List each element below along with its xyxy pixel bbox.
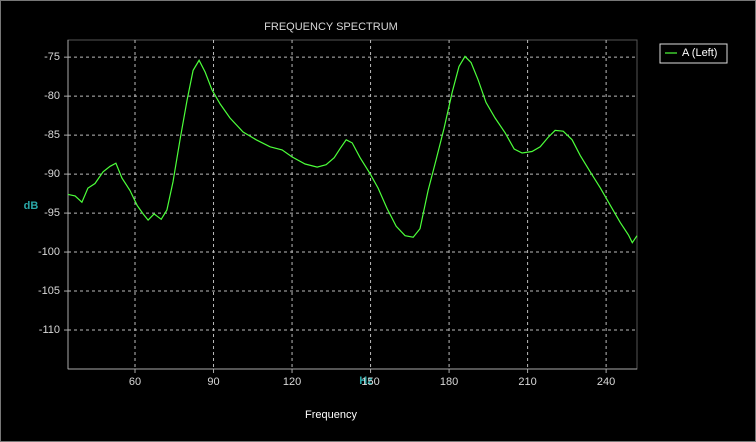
x-tick-label: 150	[361, 376, 379, 388]
y-unit: dB	[24, 200, 39, 212]
chart-title: FREQUENCY SPECTRUM	[264, 21, 398, 33]
y-tick-label: -85	[44, 129, 60, 141]
x-tick-label: 180	[440, 376, 458, 388]
x-tick-label: 60	[129, 376, 141, 388]
y-tick-label: -75	[44, 51, 60, 63]
x-tick-label: 210	[518, 376, 536, 388]
y-tick-label: -90	[44, 168, 60, 180]
x-unit: Hz	[359, 375, 373, 387]
x-tick-label: 90	[207, 376, 219, 388]
y-tick-label: -110	[39, 324, 60, 336]
y-tick-label: -80	[44, 90, 60, 102]
y-tick-label: -100	[38, 246, 60, 258]
legend-label: A (Left)	[682, 47, 717, 59]
x-tick-label: 240	[597, 376, 615, 388]
y-tick-label: -95	[44, 207, 60, 219]
x-tick-label: 120	[283, 376, 301, 388]
legend-box	[659, 43, 728, 64]
y-tick-label: -105	[38, 285, 60, 297]
x-axis-label: Frequency	[305, 409, 357, 421]
series-line	[67, 55, 638, 244]
